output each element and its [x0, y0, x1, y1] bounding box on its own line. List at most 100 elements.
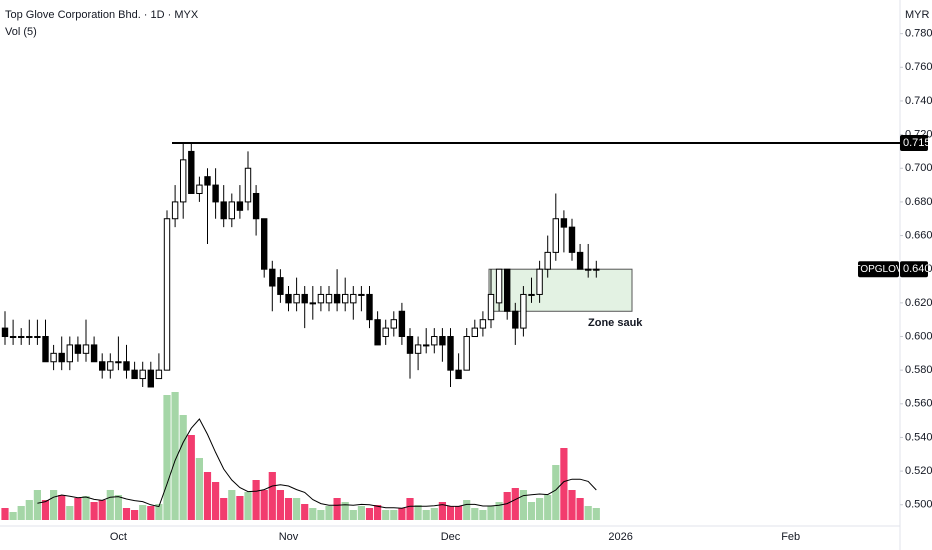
- candle-body: [423, 344, 430, 347]
- candle-body: [180, 159, 187, 203]
- volume-bar: [106, 490, 114, 520]
- volume-bar: [1, 508, 9, 520]
- volume-bar: [382, 510, 390, 520]
- volume-bar: [357, 506, 365, 520]
- volume-bar: [25, 500, 33, 520]
- volume-bar: [252, 480, 260, 520]
- candle-body: [285, 293, 292, 304]
- candle-body: [406, 336, 414, 354]
- candle-body: [74, 344, 82, 354]
- zone-label: Zone sauk: [588, 317, 643, 329]
- candle-body: [504, 268, 511, 312]
- volume-bar: [131, 510, 139, 520]
- volume-bar: [41, 500, 50, 520]
- candle-body: [269, 268, 276, 287]
- currency-label: MYR: [905, 9, 930, 21]
- candle-body: [1, 327, 9, 338]
- candle-body: [9, 336, 17, 339]
- candle-body: [58, 352, 65, 363]
- candle-body: [495, 268, 503, 304]
- volume-bar: [511, 488, 519, 520]
- y-tick-label: 0.620: [905, 297, 932, 309]
- volume-bar: [179, 415, 187, 520]
- y-tick-label: 0.540: [905, 431, 932, 443]
- candle-body: [228, 201, 236, 220]
- volume-bar: [293, 498, 301, 520]
- candle-body: [293, 293, 300, 304]
- candle-body: [366, 293, 373, 321]
- candle-body: [414, 344, 422, 354]
- y-tick-label: 0.560: [905, 398, 932, 410]
- candle-body: [171, 201, 179, 220]
- resistance-price-box: [900, 135, 928, 152]
- volume-bar: [341, 502, 349, 520]
- volume-bar: [552, 465, 560, 520]
- candle-body: [252, 192, 260, 220]
- candle-body: [390, 319, 398, 329]
- volume-bar: [50, 490, 58, 520]
- volume-bar: [309, 508, 317, 520]
- candle-body: [463, 336, 470, 371]
- volume-bar: [171, 392, 179, 520]
- candle-body: [544, 251, 551, 270]
- y-tick-label: 0.580: [905, 364, 932, 376]
- x-tick-label: Feb: [781, 531, 800, 543]
- volume-bar: [90, 502, 98, 520]
- candle-body: [220, 201, 227, 220]
- candle-body: [528, 293, 535, 296]
- candle-body: [18, 336, 25, 339]
- volume-bar: [446, 506, 455, 520]
- volume-bar: [374, 505, 382, 520]
- candle-body: [107, 361, 114, 371]
- candle-body: [455, 369, 462, 380]
- candle-body: [350, 293, 357, 304]
- candle-body: [325, 293, 333, 304]
- y-tick-label: 0.700: [905, 162, 932, 174]
- y-tick-label: 0.660: [905, 229, 932, 241]
- volume-bar: [487, 506, 495, 520]
- candle-body: [536, 268, 543, 295]
- volume-bar: [422, 510, 430, 520]
- volume-bar: [503, 492, 511, 520]
- volume-bar: [333, 498, 341, 520]
- y-tick-label: 0.760: [905, 61, 932, 73]
- y-tick-label: 0.520: [905, 465, 932, 477]
- volume-bar: [527, 502, 536, 520]
- y-tick-label: 0.500: [905, 499, 932, 511]
- candle-body: [123, 361, 130, 371]
- chart-title: Top Glove Corporation Bhd. · 1D · MYX: [5, 9, 199, 21]
- candle-body: [196, 184, 203, 194]
- candle-body: [34, 336, 41, 339]
- volume-bar: [536, 498, 544, 520]
- volume-bar: [568, 490, 576, 520]
- volume-bar: [33, 490, 41, 520]
- volume-bar: [349, 510, 357, 520]
- volume-bar: [244, 492, 252, 520]
- candle-body: [593, 268, 600, 271]
- candle-body: [131, 369, 138, 380]
- volume-bar: [114, 495, 122, 520]
- volume-bar: [228, 490, 236, 520]
- candle-body: [342, 293, 349, 304]
- candle-body: [66, 344, 73, 363]
- candle-body: [309, 302, 317, 305]
- volume-bar: [260, 490, 268, 520]
- volume-bar: [155, 504, 163, 520]
- candle-body: [479, 319, 487, 329]
- volume-bar: [463, 500, 471, 520]
- volume-bar: [66, 506, 74, 520]
- y-tick-label: 0.780: [905, 28, 932, 40]
- volume-bar: [17, 506, 25, 520]
- candle-body: [382, 327, 389, 338]
- candle-body: [26, 336, 33, 339]
- candle-body: [244, 167, 252, 203]
- candle-body: [163, 218, 171, 371]
- volume-ma-line: [37, 418, 597, 509]
- candle-body: [147, 369, 155, 388]
- volume-bar: [203, 472, 212, 520]
- candle-body: [398, 310, 406, 338]
- candle-body: [512, 310, 519, 329]
- volume-bar: [276, 490, 284, 520]
